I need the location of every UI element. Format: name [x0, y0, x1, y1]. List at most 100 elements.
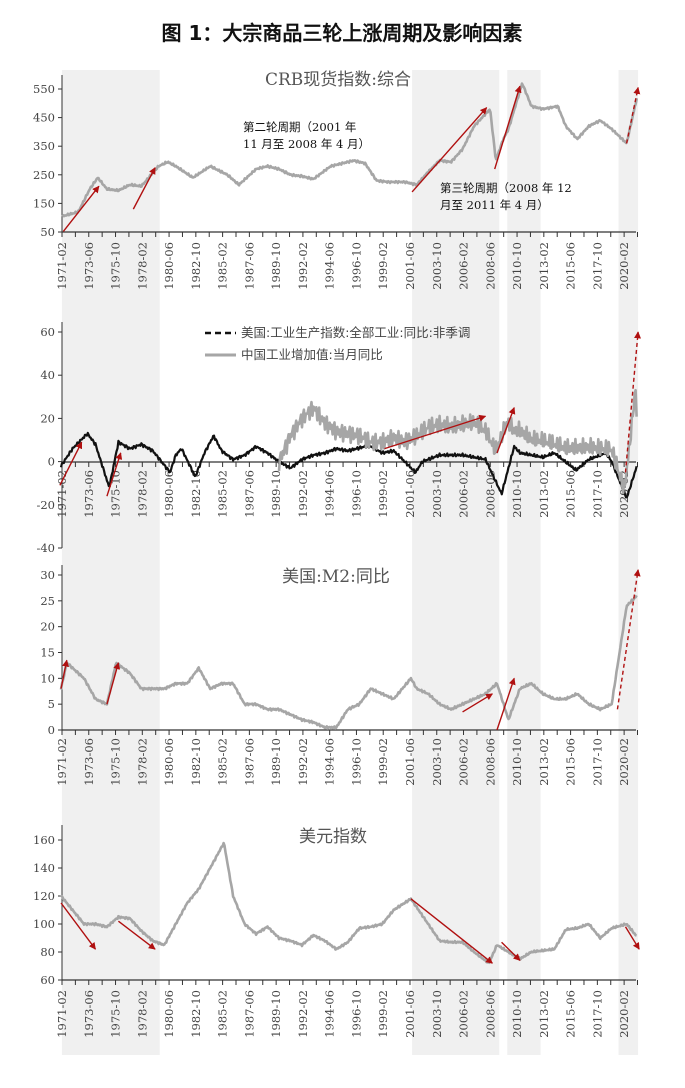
- trend-arrow: [384, 414, 487, 450]
- x-tick-label: 2001-06: [403, 470, 417, 518]
- x-tick-label: 2013-02: [537, 738, 551, 786]
- y-tick-label: 0: [48, 455, 55, 469]
- x-tick-label: 1992-02: [296, 242, 310, 290]
- x-tick-label: 1982-10: [189, 470, 203, 518]
- x-tick-label: 2001-06: [403, 990, 417, 1038]
- series-line: [277, 388, 638, 495]
- x-tick-label: 2003-10: [430, 242, 444, 290]
- x-tick-label: 1992-02: [296, 470, 310, 518]
- y-tick-label: 150: [33, 196, 55, 210]
- x-tick-label: 1989-10: [269, 242, 283, 290]
- legend-label: 中国工业增加值:当月同比: [241, 347, 383, 362]
- x-tick-label: 2001-06: [403, 242, 417, 290]
- shaded-period: [507, 70, 541, 1055]
- x-tick-label: 1982-10: [189, 990, 203, 1038]
- x-tick-label: 1971-02: [55, 990, 69, 1038]
- x-tick-label: 1978-02: [135, 990, 149, 1038]
- y-tick-label: 10: [40, 671, 55, 685]
- y-tick-label: 25: [40, 594, 55, 608]
- x-tick-label: 2015-06: [564, 242, 578, 290]
- panel-title: 美国:M2:同比: [282, 567, 390, 587]
- y-tick-label: 80: [40, 945, 55, 959]
- annotation: 第二轮周期（2001 年: [243, 120, 356, 134]
- x-tick-label: 2020-02: [617, 990, 631, 1038]
- x-tick-label: 1987-06: [242, 470, 256, 518]
- panel-4: 60 80 100 120 140 160 1971-02 1973-06 1975-10 197…: [33, 825, 640, 1038]
- x-tick-label: 1980-06: [162, 470, 176, 518]
- x-tick-label: 2015-06: [564, 738, 578, 786]
- panel-title: CRB现货指数:综合: [265, 70, 411, 90]
- series-line: [59, 431, 638, 499]
- y-tick-label: 30: [40, 568, 55, 582]
- trend-arrow: [106, 662, 121, 705]
- x-tick-label: 1994-06: [323, 242, 337, 290]
- y-tick-label: 450: [33, 111, 55, 125]
- y-tick-label: 550: [33, 82, 55, 96]
- y-tick-label: 140: [33, 861, 55, 875]
- trend-arrow: [60, 659, 69, 689]
- figure-title: 图 1：大宗商品三轮上涨周期及影响因素: [162, 21, 523, 45]
- x-tick-label: 1985-02: [216, 470, 230, 518]
- trend-arrow: [624, 331, 642, 473]
- x-tick-label: 1987-06: [242, 990, 256, 1038]
- trend-arrow: [494, 85, 522, 170]
- x-tick-label: 2003-10: [430, 470, 444, 518]
- x-tick-label: 1975-10: [109, 990, 123, 1038]
- y-tick-label: 160: [33, 833, 55, 847]
- shaded-period: [61, 70, 160, 1055]
- x-tick-label: 1994-06: [323, 990, 337, 1038]
- y-tick-label: 20: [40, 411, 55, 425]
- x-tick-label: 1973-06: [82, 990, 96, 1038]
- x-tick-label: 1971-02: [55, 470, 69, 518]
- x-tick-label: 2008-06: [483, 990, 497, 1038]
- y-tick-label: 40: [40, 368, 55, 382]
- x-tick-label: 2010-10: [510, 990, 524, 1038]
- x-tick-label: 2006-02: [457, 990, 471, 1038]
- x-tick-label: 1971-02: [55, 242, 69, 290]
- x-tick-label: 1982-10: [189, 242, 203, 290]
- trend-arrow: [60, 902, 97, 950]
- x-tick-label: 2020-02: [617, 738, 631, 786]
- panel-3: 0 5 10 15 20 25 30 1971-02 1973-06 1975-10 1978-02…: [40, 565, 641, 786]
- x-tick-label: 1973-06: [82, 470, 96, 518]
- trend-arrow: [616, 569, 641, 710]
- legend-label: 美国:工业生产指数:全部工业:同比:非季调: [241, 325, 470, 340]
- x-tick-label: 1994-06: [323, 470, 337, 518]
- x-tick-label: 1980-06: [162, 990, 176, 1038]
- trend-arrow: [496, 406, 516, 454]
- x-tick-label: 2008-06: [483, 738, 497, 786]
- series-line: [61, 82, 639, 218]
- x-tick-label: 2017-10: [590, 738, 604, 786]
- x-tick-label: 1973-06: [82, 242, 96, 290]
- x-tick-label: 2006-02: [457, 470, 471, 518]
- x-tick-label: 1989-10: [269, 470, 283, 518]
- annotation: 11 月至 2008 年 4 月）: [243, 137, 370, 151]
- trend-arrow: [117, 920, 156, 950]
- series-line: [60, 841, 637, 965]
- x-tick-label: 1987-06: [242, 738, 256, 786]
- x-tick-label: 1989-10: [269, 990, 283, 1038]
- y-tick-label: 0: [48, 723, 55, 737]
- panel-title: 美元指数: [299, 827, 367, 847]
- y-tick-label: -20: [36, 498, 55, 512]
- x-tick-label: 2015-06: [564, 990, 578, 1038]
- y-tick-label: 15: [40, 646, 55, 660]
- x-tick-label: 2010-10: [510, 242, 524, 290]
- x-tick-label: 2003-10: [430, 738, 444, 786]
- x-tick-label: 2008-06: [483, 470, 497, 518]
- trend-arrow: [411, 107, 488, 193]
- x-tick-label: 1985-02: [216, 242, 230, 290]
- trend-arrow: [59, 441, 83, 486]
- x-tick-label: 1992-02: [296, 738, 310, 786]
- x-tick-label: 1999-02: [376, 990, 390, 1038]
- x-tick-label: 2013-02: [537, 242, 551, 290]
- y-tick-label: 250: [33, 168, 55, 182]
- annotation: 月至 2011 年 4 月）: [440, 198, 549, 212]
- x-tick-label: 2001-06: [403, 738, 417, 786]
- x-tick-label: 1996-10: [349, 738, 363, 786]
- x-tick-label: 2020-02: [617, 242, 631, 290]
- x-tick-label: 1985-02: [216, 738, 230, 786]
- x-tick-label: 2017-10: [590, 470, 604, 518]
